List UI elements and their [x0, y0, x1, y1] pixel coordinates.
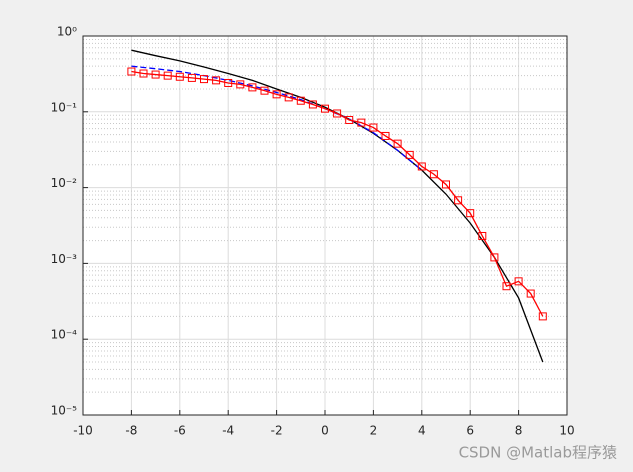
y-tick-label: 10⁻⁴ [51, 328, 78, 342]
x-tick-label: -4 [222, 424, 234, 438]
x-tick-label: -10 [73, 424, 93, 438]
marker [417, 162, 426, 171]
marker [442, 180, 450, 189]
marker [345, 115, 354, 124]
marker [236, 80, 245, 89]
marker [224, 78, 233, 87]
x-tick-label: -8 [125, 424, 137, 438]
x-tick-label: 2 [370, 424, 378, 438]
series-line [131, 65, 423, 171]
marker [308, 100, 317, 109]
y-tick-label: 10⁰ [57, 25, 77, 39]
marker [175, 72, 184, 81]
marker [151, 70, 160, 79]
marker [357, 118, 366, 127]
marker [127, 67, 136, 76]
marker [514, 277, 523, 286]
watermark: CSDN @Matlab程序猿 [459, 444, 617, 462]
marker [284, 93, 293, 102]
x-tick-label: 8 [515, 424, 523, 438]
marker [454, 196, 463, 205]
marker [139, 69, 148, 78]
marker [296, 96, 305, 105]
marker [248, 83, 257, 92]
marker [163, 71, 172, 80]
marker [405, 150, 414, 159]
marker [502, 282, 511, 291]
marker [260, 86, 269, 95]
x-tick-label: 0 [321, 424, 329, 438]
x-tick-label: 10 [559, 424, 574, 438]
marker [393, 139, 402, 148]
y-tick-label: 10⁻⁵ [51, 404, 78, 418]
marker [526, 289, 535, 298]
x-tick-label: -2 [271, 424, 283, 438]
marker [429, 170, 438, 179]
y-tick-label: 10⁻³ [51, 252, 78, 266]
marker [272, 90, 281, 99]
marker [381, 131, 390, 140]
marker [321, 104, 329, 113]
x-tick-label: -6 [174, 424, 186, 438]
marker [333, 109, 342, 118]
y-tick-label: 10⁻² [51, 176, 78, 190]
marker [187, 73, 196, 82]
x-tick-label: 6 [466, 424, 474, 438]
marker [200, 75, 208, 84]
plot [127, 49, 547, 363]
ticks: -10 -8 -6 -4 -2 0 2 4 6 8 10 10⁻⁵ 10⁻⁴ 10⁻³ 10⁻² 10⁻¹ 10… [51, 25, 575, 438]
marker [478, 231, 487, 240]
series-line [131, 70, 544, 317]
marker [466, 209, 475, 218]
y-tick-label: 10⁻¹ [51, 100, 78, 114]
marker [212, 76, 221, 85]
x-tick-label: 4 [418, 424, 426, 438]
marker [369, 123, 378, 132]
marker [490, 253, 499, 262]
marker [538, 312, 547, 321]
